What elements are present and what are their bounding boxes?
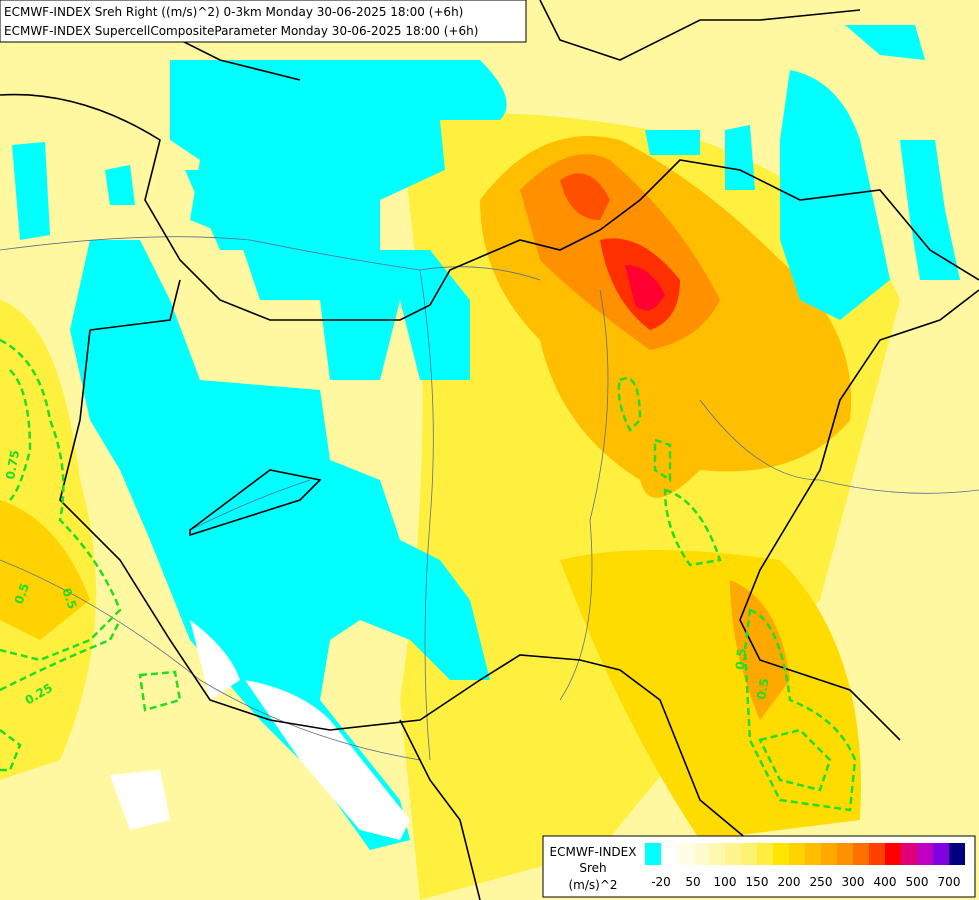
legend-swatch bbox=[661, 843, 677, 865]
legend-swatch bbox=[949, 843, 965, 865]
legend-tick-label: 250 bbox=[810, 875, 833, 889]
legend-swatch bbox=[837, 843, 853, 865]
legend-tick-label: 100 bbox=[714, 875, 737, 889]
legend-swatch bbox=[709, 843, 725, 865]
legend-swatch bbox=[821, 843, 837, 865]
field-white bbox=[110, 620, 410, 840]
contour-label: 0.5 bbox=[754, 677, 771, 700]
legend: ECMWF-INDEX Sreh (m/s)^2 -20 50 100 150 200 2… bbox=[542, 835, 976, 898]
header-line: ECMWF-INDEX Sreh Right ((m/s)^2) 0-3km M… bbox=[4, 5, 463, 19]
contour-label: 0.5 bbox=[733, 648, 749, 670]
contour-label: 0.5 bbox=[59, 586, 79, 611]
legend-swatch bbox=[805, 843, 821, 865]
rivers bbox=[0, 236, 979, 761]
legend-swatch bbox=[901, 843, 917, 865]
contour-label: 0.5 bbox=[12, 581, 32, 606]
legend-unit: (m/s)^2 bbox=[568, 878, 617, 892]
legend-swatch bbox=[725, 843, 741, 865]
legend-swatch bbox=[757, 843, 773, 865]
contour-label: 0.75 bbox=[3, 449, 22, 481]
header-line: ECMWF-INDEX SupercellCompositeParameter … bbox=[4, 24, 478, 38]
legend-swatch bbox=[645, 843, 661, 865]
legend-swatch bbox=[869, 843, 885, 865]
legend-swatch bbox=[917, 843, 933, 865]
legend-tick-label: 400 bbox=[874, 875, 897, 889]
legend-swatch bbox=[677, 843, 693, 865]
legend-tick-label: 300 bbox=[842, 875, 865, 889]
legend-variable: Sreh bbox=[579, 861, 606, 875]
legend-title: ECMWF-INDEX bbox=[550, 845, 637, 859]
legend-swatch bbox=[741, 843, 757, 865]
legend-swatch bbox=[693, 843, 709, 865]
legend-swatch bbox=[885, 843, 901, 865]
legend-swatch bbox=[789, 843, 805, 865]
legend-tick-label: 200 bbox=[778, 875, 801, 889]
legend-tick-label: 150 bbox=[746, 875, 769, 889]
legend-swatch bbox=[773, 843, 789, 865]
legend-tick-label: 500 bbox=[906, 875, 929, 889]
header-box bbox=[0, 0, 527, 43]
contours bbox=[0, 338, 857, 812]
field-cyan bbox=[12, 25, 960, 850]
legend-tick-label: 50 bbox=[685, 875, 700, 889]
field-orange bbox=[480, 136, 852, 720]
legend-tick-label: -20 bbox=[651, 875, 671, 889]
legend-tick-label: 700 bbox=[938, 875, 961, 889]
legend-swatch bbox=[933, 843, 949, 865]
legend-swatch bbox=[853, 843, 869, 865]
